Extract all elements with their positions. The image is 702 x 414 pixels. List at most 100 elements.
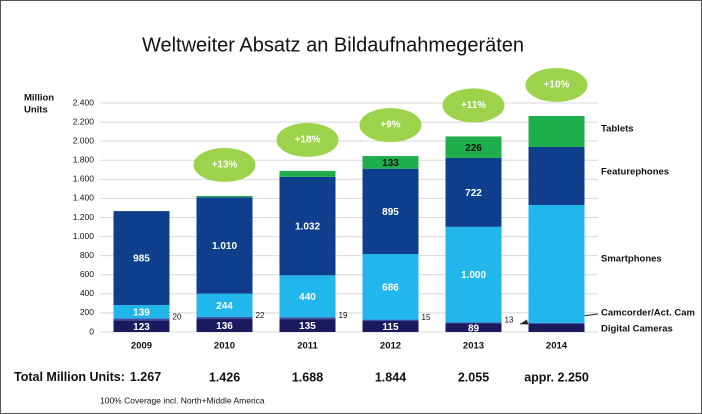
- x-tick-label: 2009: [131, 341, 152, 352]
- bar-segment: [445, 226, 502, 323]
- value-label: 20: [173, 312, 182, 321]
- legend-label: Smartphones: [601, 254, 662, 265]
- y-tick-label: 200: [80, 307, 94, 317]
- bar-segment: [362, 168, 419, 255]
- bar-segment: [196, 293, 253, 317]
- bar-segment: [362, 321, 419, 332]
- value-label: 686: [382, 283, 399, 294]
- y-axis-label: Units: [24, 105, 48, 116]
- bar-segment: [113, 211, 170, 306]
- bar-segment: [362, 156, 419, 169]
- value-label: 123: [133, 322, 150, 333]
- bar-segment: [445, 323, 502, 332]
- growth-label: +18%: [295, 135, 321, 146]
- x-tick-label: 2011: [297, 341, 318, 352]
- bar-segment: [362, 319, 419, 322]
- bar-segment: [528, 323, 585, 332]
- bar-segment: [279, 176, 336, 276]
- value-label: 136: [216, 321, 233, 332]
- growth-bubble: [193, 147, 256, 182]
- total: 1.267: [130, 370, 161, 384]
- bar-segment: [196, 316, 253, 320]
- y-tick-label: 1.800: [73, 155, 95, 165]
- bar-segment: [196, 197, 253, 294]
- value-label: 985: [133, 254, 150, 265]
- value-label: 440: [299, 292, 316, 303]
- bar-segment: [528, 146, 585, 206]
- legend-label: Featurephones: [601, 167, 669, 178]
- growth-bubble: [359, 108, 422, 143]
- bar-segment: [528, 322, 585, 324]
- growth-label: +13%: [212, 160, 238, 171]
- value-label: 115: [382, 322, 399, 333]
- value-label: 19: [339, 311, 348, 320]
- arrow-head: [520, 319, 528, 325]
- value-label: 1.032: [295, 222, 320, 233]
- total: 2.055: [458, 370, 489, 384]
- bar-segment: [528, 115, 585, 147]
- totals-row: Total Million Units: 1.267: [14, 370, 161, 384]
- bar-segment: [445, 157, 502, 227]
- y-tick-label: 2.000: [73, 135, 95, 145]
- totals-label: Total Million Units:: [14, 370, 125, 384]
- bar-segment: [279, 317, 336, 320]
- value-label: 244: [216, 301, 233, 312]
- growth-bubble: [276, 122, 339, 157]
- footnote: 100% Coverage incl. North+Middle America: [100, 395, 265, 405]
- x-tick-label: 2013: [463, 341, 484, 352]
- legend-label: Digital Cameras: [601, 324, 673, 335]
- bar-segment: [445, 322, 502, 324]
- bar-segment: [196, 319, 253, 332]
- value-label: 15: [422, 313, 431, 322]
- bar-segment: [528, 205, 585, 323]
- y-tick-label: 600: [80, 269, 94, 279]
- y-tick-label: 2.400: [73, 97, 95, 107]
- bar-segment: [279, 319, 336, 332]
- value-label: 133: [382, 158, 399, 169]
- bar-segment: [113, 305, 170, 319]
- bar-segment: [279, 170, 336, 177]
- growth-bubble: [442, 88, 505, 123]
- value-label: 226: [465, 143, 482, 154]
- value-label: 895: [382, 207, 399, 218]
- value-label: 1.000: [461, 270, 486, 281]
- y-axis-label: Million: [24, 93, 54, 104]
- total: 1.426: [209, 370, 240, 384]
- y-tick-label: 400: [80, 288, 94, 298]
- y-tick-label: 800: [80, 250, 94, 260]
- value-label: 722: [465, 188, 482, 199]
- bar-segment: [279, 275, 336, 318]
- x-tick-label: 2012: [380, 341, 401, 352]
- bar-segment: [113, 318, 170, 321]
- y-tick-label: 1.000: [73, 231, 95, 241]
- growth-bubble: [525, 67, 588, 102]
- x-tick-label: 2014: [546, 341, 568, 352]
- value-label: 13: [505, 316, 514, 325]
- growth-label: +11%: [461, 100, 486, 111]
- value-label: 139: [133, 307, 150, 318]
- x-tick-label: 2010: [214, 341, 235, 352]
- total: 1.688: [292, 370, 323, 384]
- value-label: 1.010: [212, 241, 237, 252]
- total: 1.844: [375, 370, 406, 384]
- bar-segment: [445, 136, 502, 158]
- legend-label: Camcorder/Act. Cam: [601, 308, 695, 319]
- bar-segment: [196, 195, 253, 198]
- y-tick-label: 1.600: [73, 174, 95, 184]
- growth-label: +10%: [544, 80, 570, 91]
- y-tick-label: 0: [89, 326, 94, 336]
- y-tick-label: 2.200: [73, 116, 95, 126]
- value-label: 22: [256, 311, 265, 320]
- legend-label: Tablets: [601, 124, 634, 135]
- bar-segment: [113, 320, 170, 332]
- value-label: 89: [468, 323, 480, 334]
- y-tick-label: 1.400: [73, 193, 95, 203]
- growth-label: +9%: [380, 120, 400, 131]
- total: appr. 2.250: [524, 370, 589, 384]
- value-label: 135: [299, 321, 316, 332]
- chart-title: Weltweiter Absatz an Bildaufnahmegeräten: [142, 34, 524, 56]
- bar-segment: [362, 254, 419, 320]
- y-tick-label: 1.200: [73, 212, 95, 222]
